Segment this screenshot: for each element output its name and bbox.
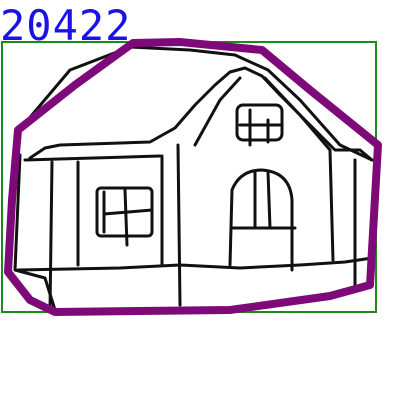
corner-post: [176, 143, 182, 307]
segmentation-polygon: [4, 38, 382, 316]
door-outline: [228, 168, 294, 272]
front-window-mullion: [102, 188, 154, 247]
door-inner: [230, 170, 297, 230]
gable-window-mullion: [238, 108, 282, 147]
left-wall-top: [23, 154, 162, 162]
front-window: [95, 186, 154, 238]
roof-outline: [13, 45, 374, 162]
house-icon: [13, 45, 374, 312]
annotation-id-label: 20422: [0, 1, 131, 50]
wall-divider-1: [48, 160, 54, 312]
roof-inner-edge: [28, 66, 374, 162]
gable-left-edge: [193, 76, 242, 147]
gable-window: [235, 103, 284, 142]
gable-right-edge: [263, 76, 335, 262]
base-line: [16, 256, 374, 272]
